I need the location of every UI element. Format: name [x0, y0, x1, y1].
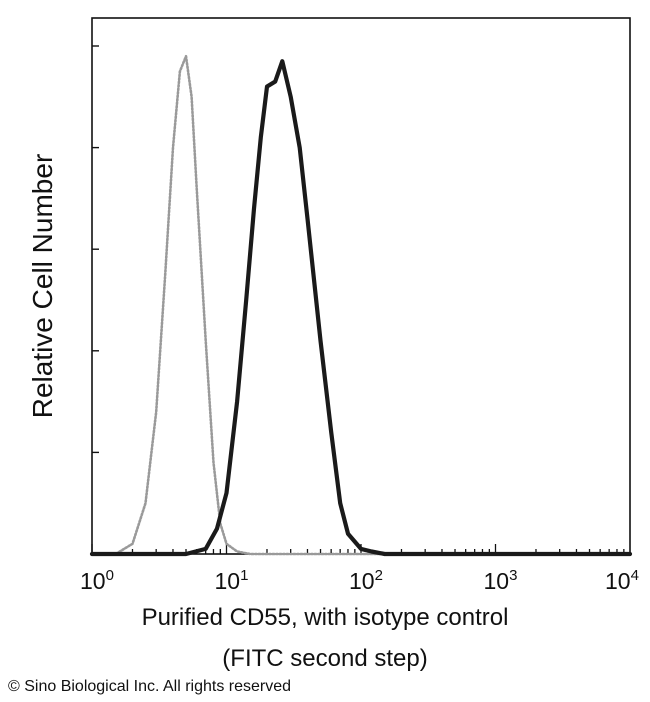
x-tick-label: 102	[349, 567, 383, 594]
x-axis-ticks: 100 101 102 103 104	[80, 544, 639, 594]
y-axis-label-text: Relative Cell Number	[27, 153, 58, 419]
x-tick-label: 104	[605, 567, 639, 594]
plot-frame	[91, 17, 631, 555]
x-axis-label-line-1: Purified CD55, with isotype control	[141, 604, 509, 631]
x-tick-label: 101	[215, 567, 249, 594]
y-axis-label: Relative Cell Number	[18, 18, 68, 554]
series-layer	[89, 54, 633, 557]
y-axis-ticks	[92, 45, 99, 555]
isotype-control-curve	[90, 54, 632, 556]
x-tick-label: 100	[80, 567, 114, 594]
cd55-curve	[89, 59, 633, 557]
x-tick-label: 103	[484, 567, 518, 594]
copyright-notice: © Sino Biological Inc. All rights reserv…	[8, 678, 292, 695]
x-axis-label-line-2: (FITC second step)	[222, 645, 428, 672]
